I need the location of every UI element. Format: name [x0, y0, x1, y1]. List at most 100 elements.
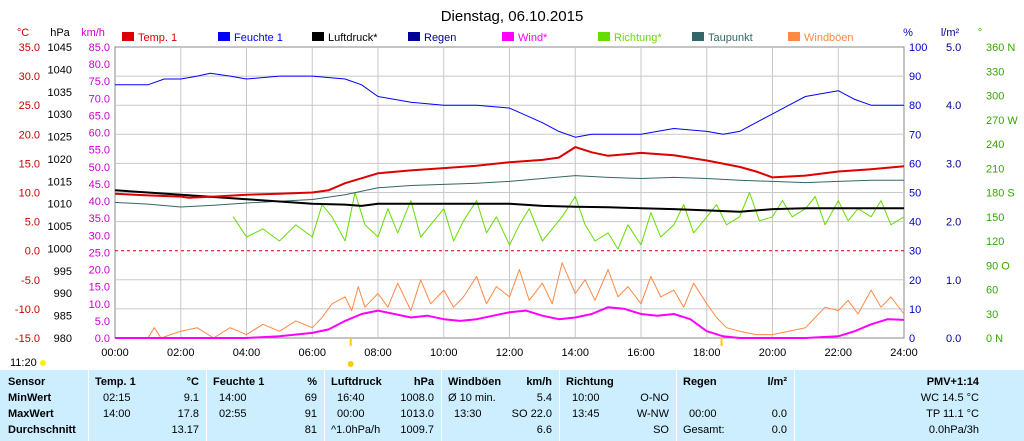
y-tick-label-temp: 5.0: [25, 217, 40, 229]
pmv-windchill: WC 14.5 °C: [920, 392, 979, 404]
series-line-wind-: [115, 306, 905, 339]
row-label-min: MinWert: [8, 392, 52, 404]
x-tick-label: 20:00: [759, 347, 787, 359]
y-tick-label-direction: 90 O: [986, 260, 1010, 272]
sun-icon: [347, 361, 354, 367]
x-tick-label: 22:00: [824, 347, 852, 359]
rain-max-value: 0.0: [771, 408, 787, 420]
header-rain: Regen: [683, 376, 717, 388]
axis-ticks: 00:00 02:00 04:00 06:00 08:00 10:00 12:00 14:00…: [15, 42, 1018, 359]
y-tick-label-wind: 60.0: [89, 128, 110, 140]
current-time-bar: 11:20: [0, 357, 1024, 370]
y-tick-label-direction: 120: [986, 236, 1004, 248]
header-gusts-unit: km/h: [526, 376, 552, 388]
y-tick-label-wind: 5.0: [95, 316, 110, 328]
pmv-pressure-trend: 0.0hPa/3h: [928, 424, 979, 436]
dir-max-time: 13:45: [572, 408, 600, 420]
y-tick-label-humidity: 70: [909, 129, 921, 141]
y-tick-label-wind: 55.0: [89, 145, 110, 157]
y-tick-label-humidity: 80: [909, 100, 921, 112]
series-line-temp-1: [114, 146, 905, 199]
x-tick-label: 24:00: [890, 347, 918, 359]
y-tick-label-temp: 35.0: [19, 42, 40, 54]
y-tick-label-wind: 10.0: [89, 299, 110, 311]
axis-unit-label: °: [978, 27, 982, 39]
y-tick-label-wind: 25.0: [89, 247, 110, 259]
y-tick-label-direction: 330: [986, 66, 1004, 78]
y-tick-label-pressure: 980: [54, 333, 72, 345]
header-rain-unit: l/m²: [767, 376, 787, 388]
rain-total-value: 0.0: [771, 424, 787, 436]
gust-avg10-value: 5.4: [536, 392, 552, 404]
y-tick-label-wind: 50.0: [89, 162, 110, 174]
gust-avg-value: 6.6: [536, 424, 552, 436]
y-tick-label-rain: 4.0: [946, 100, 961, 112]
y-tick-label-pressure: 1025: [48, 132, 72, 144]
y-tick-label-temp: 25.0: [19, 100, 40, 112]
series-line-richtung-: [232, 192, 905, 250]
y-tick-label-pressure: 1010: [48, 199, 72, 211]
y-tick-label-direction: 0 N: [986, 333, 1003, 345]
x-tick-label: 04:00: [233, 347, 261, 359]
col-sensor: Sensor MinWert MaxWert Durchschnitt: [0, 370, 88, 441]
chart-series: [114, 72, 905, 339]
legend-label: Richtung*: [614, 32, 662, 44]
y-tick-label-pressure: 995: [54, 266, 72, 278]
y-tick-label-direction: 150: [986, 212, 1004, 224]
y-tick-label-direction: 60: [986, 285, 998, 297]
y-tick-label-pressure: 1015: [48, 176, 72, 188]
chart-title: Dienstag, 06.10.2015: [441, 8, 584, 25]
y-tick-label-temp: -5.0: [21, 275, 40, 287]
y-tick-label-temp: 10.0: [19, 188, 40, 200]
y-tick-label-pressure: 1030: [48, 109, 72, 121]
press-trend: ^1.0hPa/h: [331, 424, 381, 436]
series-line-taupunkt: [114, 175, 904, 208]
header-pressure-unit: hPa: [413, 376, 434, 388]
y-tick-label-direction: 240: [986, 139, 1004, 151]
legend-swatch: [408, 32, 420, 41]
x-tick-label: 16:00: [627, 347, 655, 359]
series-line-feuchte-1: [115, 72, 904, 138]
y-tick-label-pressure: 990: [54, 288, 72, 300]
x-tick-label: 06:00: [298, 347, 326, 359]
chart-grid: [115, 47, 904, 338]
col-pmv: PMV+1:14 WC 14.5 °C TP 11.1 °C 0.0hPa/3h: [794, 370, 1024, 441]
legend-label: Wind*: [518, 32, 548, 44]
legend-label: Windböen: [804, 32, 854, 44]
y-tick-label-temp: 15.0: [19, 158, 40, 170]
gust-max-time: 13:30: [454, 408, 482, 420]
axis-unit-label: %: [903, 27, 913, 39]
y-tick-label-pressure: 1035: [48, 87, 72, 99]
y-tick-label-wind: 65.0: [89, 110, 110, 122]
col-temp: Temp. 1 °C 02:15 9.1 14:00 17.8 13.17: [88, 370, 207, 441]
chart-legend: Temp. 1 Feuchte 1 Luftdruck* Regen Wind* Rich…: [122, 32, 854, 44]
axis-unit-label: l/m²: [941, 27, 960, 39]
pmv-dewpoint: TP 11.1 °C: [926, 408, 979, 420]
y-tick-label-direction: 270 W: [986, 115, 1018, 127]
y-tick-label-rain: 5.0: [946, 42, 961, 54]
legend-label: Regen: [424, 32, 456, 44]
y-tick-label-pressure: 985: [54, 311, 72, 323]
y-tick-label-wind: 35.0: [89, 213, 110, 225]
axis-units: °C hPa km/h% l/m² °: [17, 27, 982, 39]
col-pressure: Luftdruck hPa 16:40 1008.0 00:00 1013.0 ^1.…: [324, 370, 442, 441]
y-tick-label-pressure: 1045: [48, 42, 72, 54]
y-tick-label-wind: 45.0: [89, 179, 110, 191]
y-tick-label-humidity: 0: [909, 333, 915, 345]
gust-max-value: SO 22.0: [511, 408, 552, 420]
y-tick-label-humidity: 100: [909, 42, 927, 54]
y-tick-label-temp: 0.0: [25, 246, 40, 258]
hum-max-time: 02:55: [219, 408, 247, 420]
y-tick-label-direction: 210: [986, 163, 1004, 175]
gust-avg10-label: Ø 10 min.: [448, 392, 496, 404]
x-tick-label: 14:00: [561, 347, 589, 359]
x-tick-label: 08:00: [364, 347, 392, 359]
header-gusts: Windböen: [448, 376, 502, 388]
axis-unit-label: °C: [17, 27, 29, 39]
legend-swatch: [218, 32, 230, 41]
legend-swatch: [312, 32, 324, 41]
col-rain: Regen l/m² 00:00 0.0 Gesamt: 0.0: [676, 370, 795, 441]
dir-min-time: 10:00: [572, 392, 600, 404]
y-tick-label-temp: -15.0: [15, 333, 40, 345]
y-tick-label-rain: 2.0: [946, 217, 961, 229]
